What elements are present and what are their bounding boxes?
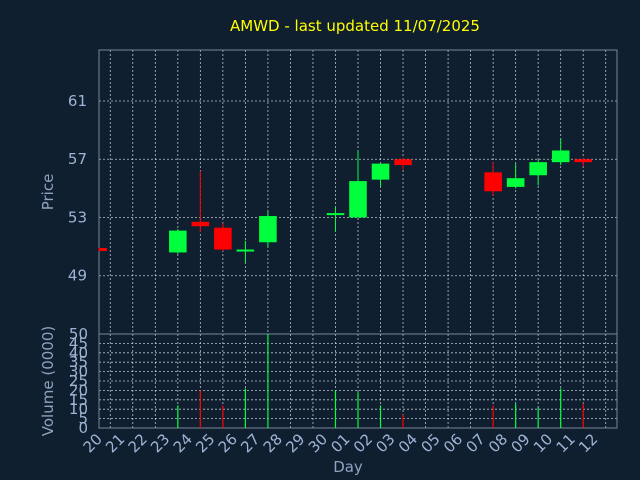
day-axis-label: Day [333,458,363,476]
price-tick-label: 53 [68,208,87,226]
candle-body-down [484,172,502,192]
volume-tick-label: 35 [69,353,88,371]
candle-body-down [99,248,107,251]
candle-body-up [236,249,255,252]
price-axis-ticks: 49 53 57 61 [68,92,87,285]
price-tick-label: 61 [68,92,87,110]
candle-body-down [214,227,232,250]
volume-tick-label: 25 [69,372,88,390]
candle-body-down [574,159,593,163]
volume-tick-label: 15 [69,391,88,409]
volume-axis-label: Volume (0000) [39,326,57,436]
candle-body-up [259,216,277,243]
candle-body-down [191,221,210,227]
volume-tick-label: 40 [69,344,88,362]
candle-body-up [326,213,345,216]
volume-tick-label: 20 [69,381,88,399]
price-tick-label: 49 [68,267,87,285]
volume-tick-label: 0 [78,419,88,437]
candlestick-series [98,138,593,263]
volume-tick-label: 5 [78,410,88,428]
candle-body-up [349,181,367,218]
volume-tick-label: 30 [69,363,88,381]
candle-body-up [551,150,570,163]
day-tick-label: 12 [575,430,601,456]
volume-tick-label: 50 [69,325,88,343]
candle-body-down [394,159,412,166]
price-axis-label: Price [39,174,57,211]
candle-body-up [506,178,525,187]
candle-body-up [169,230,187,253]
price-tick-label: 57 [68,150,87,168]
candle-body-up [529,162,547,176]
chart-title: AMWD - last updated 11/07/2025 [230,17,480,35]
price-gridlines [99,50,617,334]
volume-bar-series [177,334,584,428]
day-axis-ticks: 2021222324252627282930010203040506070809… [80,430,602,456]
volume-tick-label: 10 [69,400,88,418]
volume-tick-label: 45 [69,334,88,352]
candle-body-up [371,163,390,180]
